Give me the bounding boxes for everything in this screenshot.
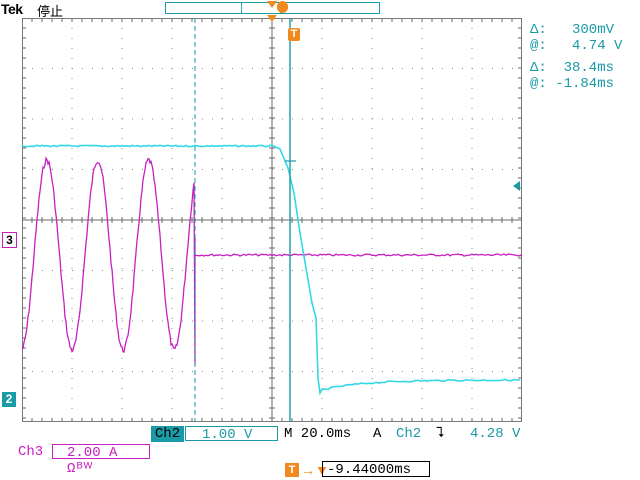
record-view-dashed-marker: [241, 3, 242, 13]
horizontal-position-arrow-icon: →▼: [301, 462, 329, 478]
ch3-vertical-scale[interactable]: 2.00 A Ωᴮᵂ: [52, 444, 150, 477]
ch2-ground-marker[interactable]: 2: [2, 392, 16, 407]
brand-logo: Tek: [1, 1, 23, 17]
trigger-level[interactable]: 4.28 V: [470, 426, 521, 442]
horizontal-position-icon: T: [285, 463, 299, 477]
record-trigger-icon: [277, 1, 288, 13]
ch2-waveform: [22, 144, 520, 396]
ch3-channel-tag[interactable]: Ch3: [18, 444, 44, 460]
horizontal-position-readout[interactable]: -9.44000ms: [322, 461, 430, 478]
ch2-vertical-scale[interactable]: 1.00 V: [185, 426, 278, 443]
voltage-delta-readout: Δ: 300mV: [530, 22, 615, 38]
ch3-waveform: [22, 156, 522, 366]
trigger-label: A: [373, 426, 382, 442]
acquisition-status: 停止: [37, 4, 64, 19]
trigger-source[interactable]: Ch2: [396, 426, 422, 442]
ch3-ground-marker[interactable]: 3: [2, 232, 17, 248]
waveform-display: [22, 18, 522, 422]
trigger-level-marker[interactable]: [511, 180, 521, 192]
time-delta-readout: Δ: 38.4ms: [530, 60, 615, 76]
time-position-readout: @: -1.84ms: [530, 76, 615, 92]
voltage-position-readout: @: 4.74 V: [530, 38, 623, 54]
horizontal-timebase[interactable]: M 20.0ms: [284, 426, 352, 442]
trigger-marker-icon[interactable]: T: [288, 28, 300, 41]
trigger-position-arrow: [267, 1, 277, 8]
trigger-position-arrow-lower: [267, 15, 277, 22]
graticule-grid: [22, 18, 522, 422]
ch2-channel-tag[interactable]: Ch2: [151, 426, 184, 442]
trigger-slope-icon: ⮧: [436, 426, 445, 442]
